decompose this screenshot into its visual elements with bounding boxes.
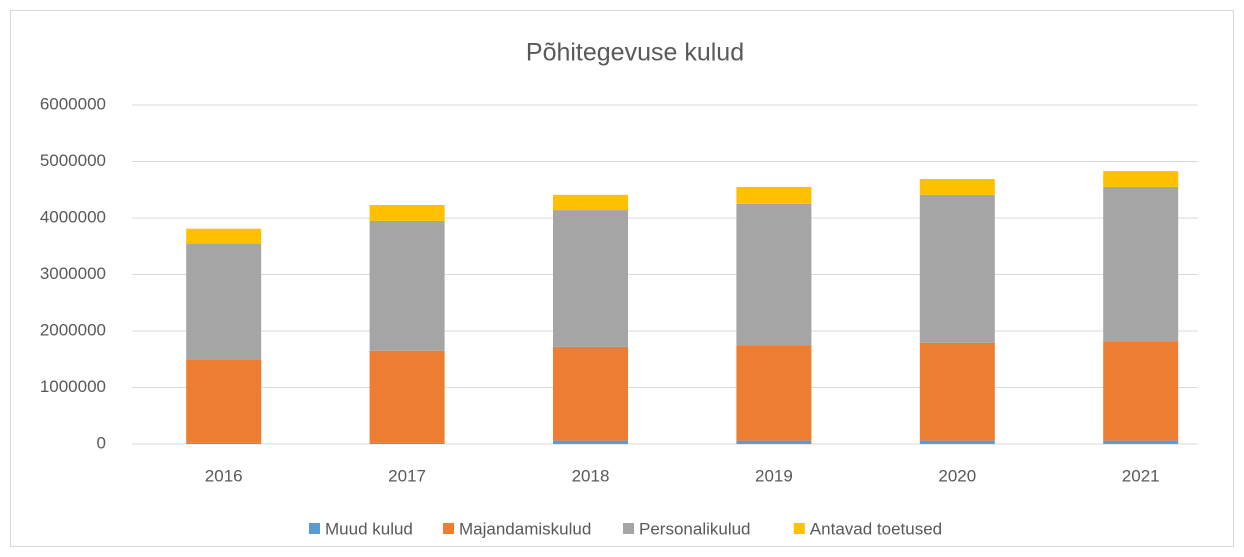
bar-segment (553, 346, 628, 441)
bar-segment (553, 210, 628, 347)
y-tick-label: 2000000 (40, 320, 106, 339)
bar-segment (553, 194, 628, 211)
x-tick-label: 2017 (388, 466, 426, 485)
bar-segment (369, 220, 445, 351)
legend-swatch (623, 523, 634, 534)
bar-segment (736, 203, 812, 346)
bar-segment (919, 194, 995, 343)
y-tick-label: 3000000 (40, 264, 106, 283)
legend-swatch (309, 523, 320, 534)
legend-label: Majandamiskulud (459, 519, 591, 538)
chart-title: Põhitegevuse kulud (526, 39, 744, 67)
bar-segment (736, 345, 812, 441)
bar-segment (919, 342, 995, 441)
bar-segment (186, 243, 262, 360)
bar-segment (1103, 440, 1179, 444)
x-tick-label: 2018 (572, 466, 610, 485)
bar-segment (186, 442, 262, 444)
legend-label: Muud kulud (325, 519, 413, 538)
y-tick-label: 4000000 (40, 207, 106, 226)
bar-segment (369, 205, 445, 221)
legend-label: Antavad toetused (810, 519, 942, 538)
legend-label: Personalikulud (639, 519, 751, 538)
bar-segment (1103, 341, 1179, 441)
bar-segment (369, 442, 445, 444)
bar-segment (919, 440, 995, 444)
x-tick-label: 2021 (1122, 466, 1160, 485)
bar-segment (553, 440, 628, 444)
bar-segment (736, 440, 812, 444)
legend-swatch (443, 523, 454, 534)
bar-segment (919, 179, 995, 195)
legend-swatch (793, 523, 805, 534)
bar-segment (736, 186, 812, 204)
x-tick-label: 2016 (205, 466, 243, 485)
y-tick-label: 1000000 (40, 377, 106, 396)
bar-segment (1103, 186, 1179, 342)
bar-segment (369, 350, 445, 443)
x-tick-label: 2019 (755, 466, 793, 485)
bar-segment (186, 228, 262, 244)
y-tick-label: 6000000 (40, 94, 106, 113)
bar-segment (1103, 171, 1179, 187)
y-tick-label: 0 (97, 433, 106, 452)
bar-segment (186, 359, 262, 443)
y-tick-label: 5000000 (40, 151, 106, 170)
x-tick-label: 2020 (938, 466, 976, 485)
